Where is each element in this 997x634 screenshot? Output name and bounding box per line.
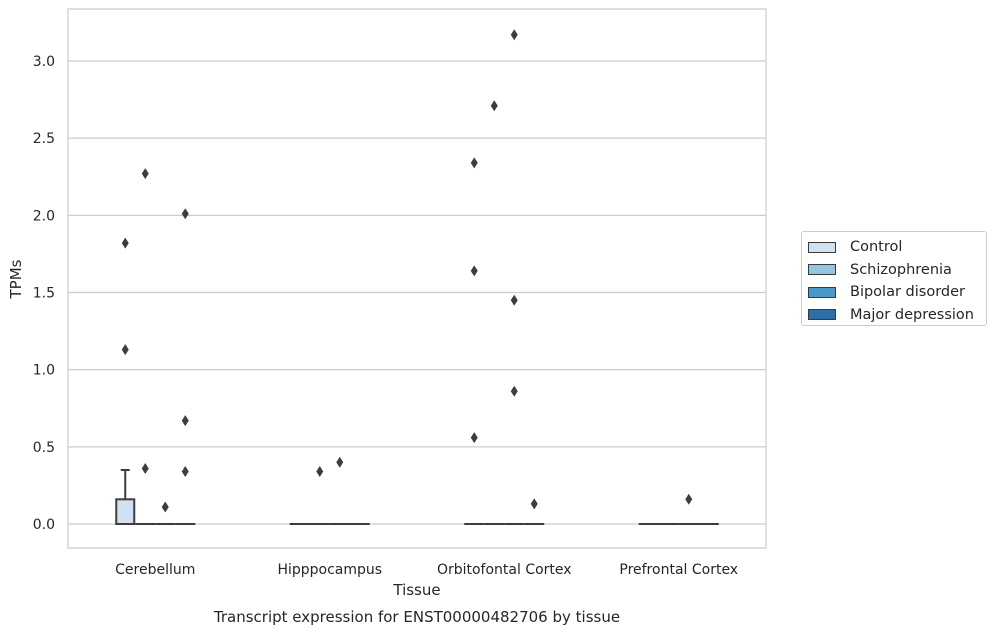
y-tick-label: 1.0 bbox=[33, 363, 55, 379]
legend-label-control: Control bbox=[850, 239, 903, 256]
legend-item-control: Control bbox=[808, 236, 980, 259]
y-tick-labels: 0.0 0.5 1.0 1.5 2.0 2.5 3.0 bbox=[33, 54, 55, 533]
legend-swatch-control bbox=[808, 241, 836, 253]
legend-item-bipolar-disorder: Bipolar disorder bbox=[808, 281, 980, 304]
y-tick-label: 2.0 bbox=[33, 208, 55, 224]
outlier-point bbox=[470, 265, 478, 277]
chart-title: Transcript expression for ENST0000048270… bbox=[213, 608, 620, 626]
legend-label-major-depression: Major depression bbox=[850, 306, 974, 323]
outlier-point bbox=[510, 385, 518, 397]
legend-item-major-depression: Major depression bbox=[808, 304, 980, 327]
outlier-point bbox=[490, 100, 498, 112]
outlier-point bbox=[181, 466, 189, 478]
outlier-point bbox=[510, 29, 518, 41]
outlier-point bbox=[470, 432, 478, 444]
outlier-point bbox=[530, 498, 538, 510]
outlier-point bbox=[181, 208, 189, 220]
box bbox=[115, 498, 136, 526]
y-tick-label: 0.0 bbox=[33, 517, 55, 533]
outlier-point bbox=[121, 344, 129, 356]
outlier-point bbox=[510, 294, 518, 306]
outliers bbox=[121, 29, 693, 513]
outlier-point bbox=[181, 415, 189, 427]
x-tick-label: Prefrontal Cortex bbox=[619, 562, 738, 578]
outlier-point bbox=[141, 462, 149, 474]
y-tick-label: 0.5 bbox=[33, 440, 55, 456]
outlier-point bbox=[161, 501, 169, 513]
y-tick-label: 3.0 bbox=[33, 54, 55, 70]
y-tick-label: 1.5 bbox=[33, 286, 55, 302]
x-axis-title: Tissue bbox=[392, 581, 440, 599]
legend: Control Schizophrenia Bipolar disorder M… bbox=[801, 231, 987, 326]
x-tick-label: Cerebellum bbox=[115, 562, 195, 578]
plot-frame bbox=[67, 8, 767, 549]
outlier-point bbox=[121, 237, 129, 249]
legend-label-schizophrenia: Schizophrenia bbox=[850, 261, 952, 278]
legend-label-bipolar-disorder: Bipolar disorder bbox=[850, 284, 965, 301]
legend-swatch-bipolar-disorder bbox=[808, 286, 836, 298]
legend-swatch-major-depression bbox=[808, 309, 836, 321]
x-tick-labels: Cerebellum Hipppocampus Orbitofontal Corte… bbox=[115, 562, 738, 578]
outlier-point bbox=[336, 456, 344, 468]
outlier-point bbox=[470, 157, 478, 169]
x-tick-label: Hipppocampus bbox=[277, 562, 382, 578]
y-axis-title: TPMs bbox=[7, 259, 25, 299]
outlier-point bbox=[141, 168, 149, 180]
legend-swatch-schizophrenia bbox=[808, 264, 836, 276]
grid-lines bbox=[68, 60, 766, 525]
x-tick-label: Orbitofontal Cortex bbox=[437, 562, 572, 578]
outlier-point bbox=[316, 466, 324, 478]
y-tick-label: 2.5 bbox=[33, 131, 55, 147]
legend-item-schizophrenia: Schizophrenia bbox=[808, 259, 980, 282]
outlier-point bbox=[685, 493, 693, 505]
boxes bbox=[115, 468, 719, 526]
